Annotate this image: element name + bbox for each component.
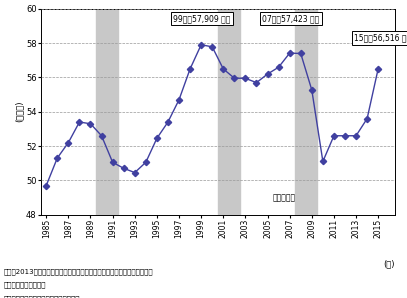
Text: 景気後退期: 景気後退期 bbox=[273, 194, 296, 203]
Bar bbox=[295, 9, 317, 215]
Text: 備考：2013年は質問が２種類あったため値が２つ存在しているが、回答が: 備考：2013年は質問が２種類あったため値が２つ存在しているが、回答が bbox=[4, 268, 154, 275]
Text: (年): (年) bbox=[383, 260, 395, 269]
Text: 15年：56,516 ドル: 15年：56,516 ドル bbox=[354, 34, 407, 43]
Text: 99年：57,909 ドル: 99年：57,909 ドル bbox=[173, 14, 231, 23]
Bar bbox=[96, 9, 118, 215]
Text: 07年：57,423 ドル: 07年：57,423 ドル bbox=[262, 14, 319, 23]
Bar bbox=[218, 9, 240, 215]
Text: 多い方の値を使用。: 多い方の値を使用。 bbox=[4, 282, 46, 288]
Y-axis label: (千ドル): (千ドル) bbox=[14, 101, 23, 122]
Text: 資料：米国商務省から経済産業省作成。: 資料：米国商務省から経済産業省作成。 bbox=[4, 295, 81, 298]
